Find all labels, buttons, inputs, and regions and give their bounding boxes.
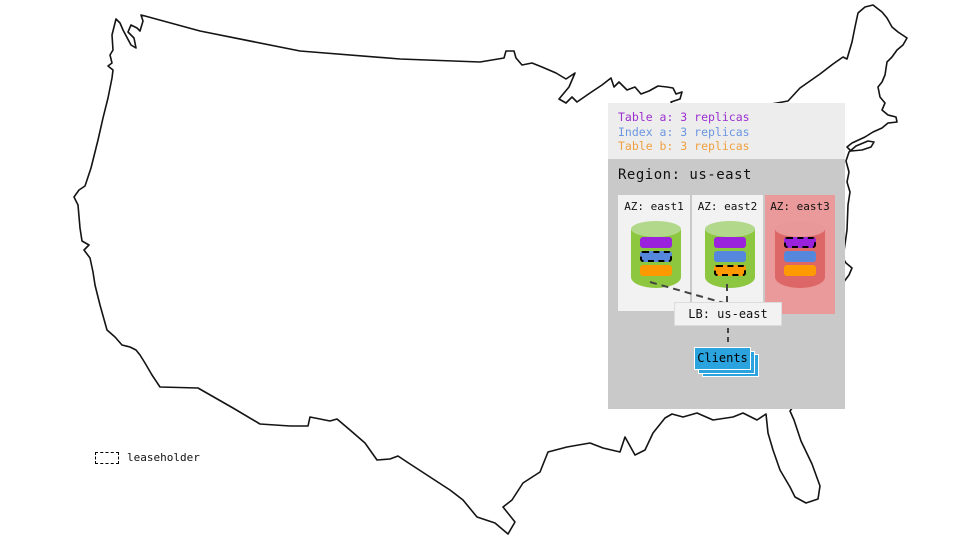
replica-bar-table-a <box>714 237 746 248</box>
database-cylinder <box>705 221 755 288</box>
replica-bars <box>714 237 746 279</box>
replica-bar-table-b <box>784 265 816 276</box>
replica-bar-table-b-leaseholder <box>714 265 746 276</box>
az-box-east3: AZ: east3 <box>765 195 835 314</box>
legend-item: Table b: 3 replicas <box>618 139 750 153</box>
replica-legend: Table a: 3 replicas Index a: 3 replicas Ta… <box>608 103 845 159</box>
clients-box: Clients <box>694 347 751 370</box>
replica-bar-index-a <box>784 251 816 262</box>
database-cylinder <box>631 221 681 288</box>
replica-bar-index-a <box>714 251 746 262</box>
az-label: AZ: east2 <box>697 200 758 213</box>
az-box-east1: AZ: east1 <box>618 195 690 311</box>
clients-stack: Clients <box>694 347 760 378</box>
az-label: AZ: east3 <box>770 200 830 213</box>
replica-bar-table-a-leaseholder <box>784 237 816 248</box>
replica-bars <box>640 237 672 279</box>
database-cylinder <box>775 221 825 288</box>
replica-bars <box>784 237 816 279</box>
az-label: AZ: east1 <box>624 200 684 213</box>
legend-item: Index a: 3 replicas <box>618 124 750 139</box>
region-box: Region: us-east AZ: east1 AZ: east2 AZ: … <box>608 159 845 409</box>
legend-item: Table a: 3 replicas <box>618 110 750 124</box>
leaseholder-key-label: leaseholder <box>127 451 200 464</box>
replica-bar-table-b <box>640 265 672 276</box>
load-balancer-box: LB: us-east <box>674 302 782 326</box>
region-diagram-panel: Table a: 3 replicas Index a: 3 replicas Ta… <box>608 103 845 409</box>
region-title: Region: us-east <box>618 167 752 183</box>
az-box-east2: AZ: east2 <box>692 195 763 311</box>
replica-bar-table-a <box>640 237 672 248</box>
leaseholder-swatch-icon <box>95 451 119 464</box>
replica-bar-index-a-leaseholder <box>640 251 672 262</box>
leaseholder-key: leaseholder <box>95 451 200 464</box>
